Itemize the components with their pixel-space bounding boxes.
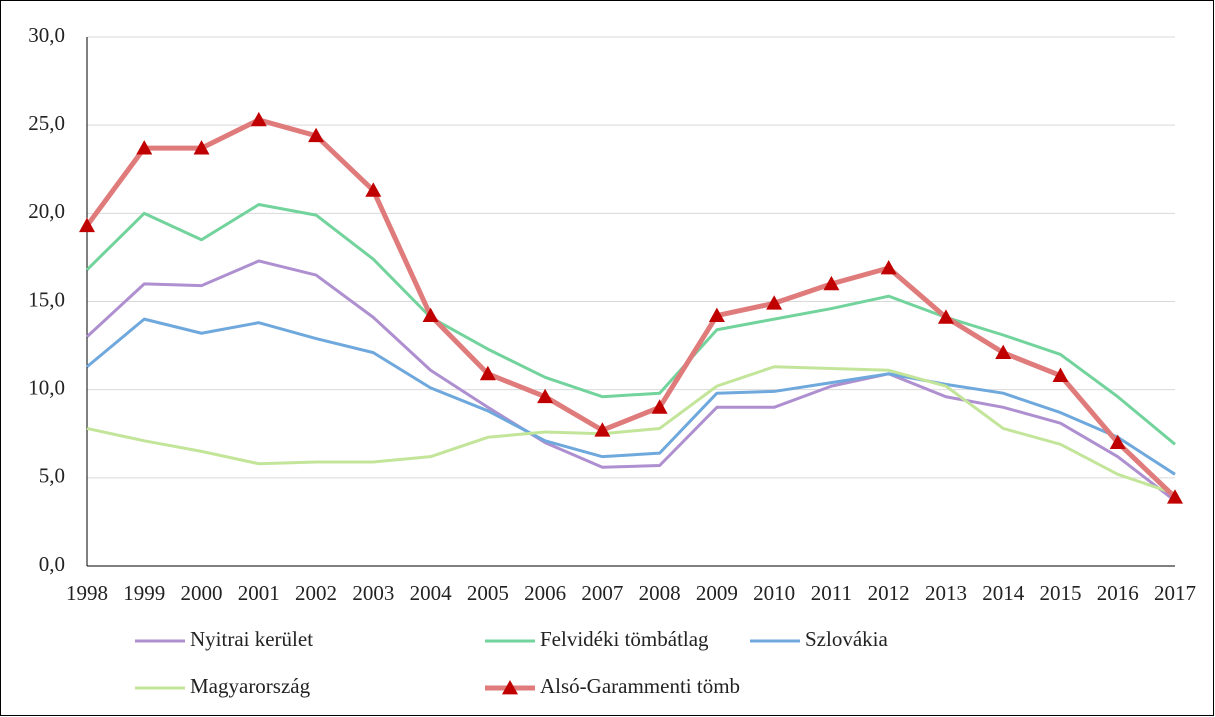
legend-label: Felvidéki tömbátlag	[540, 627, 709, 651]
y-tick-label: 20,0	[28, 199, 65, 223]
series-line	[85, 203, 1176, 446]
data-marker	[1052, 367, 1069, 382]
x-tick-label: 2005	[467, 581, 509, 605]
x-tick-label: 2010	[753, 581, 795, 605]
x-tick-label: 2008	[639, 581, 681, 605]
series-line	[85, 259, 1176, 502]
data-marker	[766, 295, 783, 310]
series-line	[86, 317, 1176, 476]
x-tick-label: 2015	[1039, 581, 1081, 605]
data-marker	[823, 275, 840, 291]
y-tick-label: 0,0	[39, 552, 65, 576]
data-marker	[537, 388, 554, 404]
x-tick-label: 2002	[295, 581, 337, 605]
x-tick-label: 2004	[410, 581, 453, 605]
x-tick-label: 1999	[123, 581, 165, 605]
data-marker	[1109, 434, 1126, 449]
data-marker	[995, 344, 1012, 360]
y-tick-label: 10,0	[28, 375, 65, 399]
x-tick-label: 2001	[238, 581, 280, 605]
x-tick-label: 2000	[181, 581, 223, 605]
x-tick-label: 2014	[982, 581, 1025, 605]
x-tick-label: 2006	[524, 581, 566, 605]
legend-label: Magyarország	[190, 674, 311, 698]
data-marker	[1167, 489, 1183, 504]
series-line	[86, 365, 1176, 496]
x-tick-label: 2003	[352, 581, 394, 605]
data-marker	[365, 182, 382, 197]
x-tick-label: 2016	[1097, 581, 1139, 605]
data-marker	[594, 422, 611, 437]
series-line	[84, 117, 1177, 500]
data-marker	[136, 140, 153, 155]
data-marker	[308, 127, 325, 143]
legend-label: Alsó-Garammenti tömb	[540, 674, 740, 698]
data-marker	[193, 140, 210, 155]
data-marker	[708, 307, 725, 323]
x-tick-label: 2017	[1154, 581, 1196, 605]
y-tick-label: 5,0	[39, 464, 65, 488]
legend-label: Nyitrai kerület	[190, 627, 313, 651]
y-tick-label: 25,0	[28, 111, 65, 135]
data-marker	[479, 365, 496, 381]
data-marker	[937, 309, 954, 324]
y-tick-label: 30,0	[28, 23, 65, 47]
x-tick-label: 2011	[811, 581, 852, 605]
data-marker	[250, 111, 267, 127]
x-tick-label: 1998	[66, 581, 108, 605]
x-tick-label: 2012	[868, 581, 910, 605]
x-tick-label: 2007	[581, 581, 623, 605]
x-tick-label: 2009	[696, 581, 738, 605]
data-marker	[422, 307, 439, 323]
legend-label: Szlovákia	[805, 627, 888, 651]
y-tick-label: 15,0	[28, 287, 65, 311]
data-marker	[880, 259, 897, 275]
legend-marker	[502, 680, 518, 695]
data-marker	[651, 399, 668, 414]
x-tick-label: 2013	[925, 581, 967, 605]
data-marker	[79, 217, 95, 233]
